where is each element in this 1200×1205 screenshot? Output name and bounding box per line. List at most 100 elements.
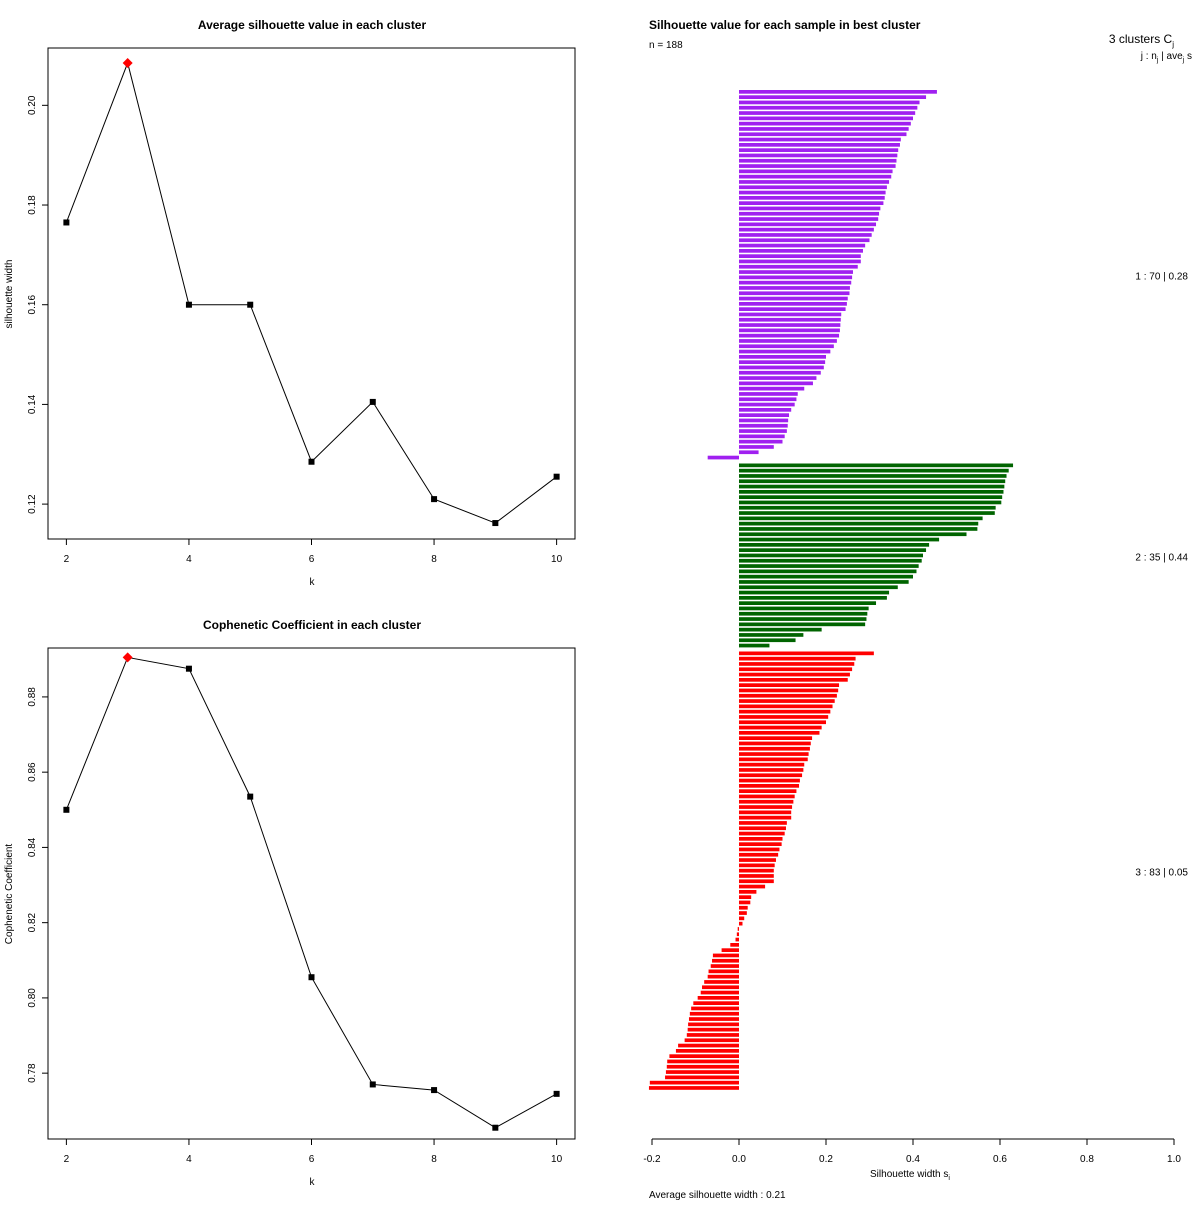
silhouette-bar — [739, 662, 855, 666]
silhouette-bar — [707, 455, 739, 460]
y-tick-label: 0.80 — [27, 988, 38, 1008]
silhouette-bar — [739, 495, 1003, 499]
x-axis-label: k — [310, 1177, 316, 1188]
silhouette-bar — [739, 693, 837, 698]
y-axis-label: Cophenetic Coefficient — [4, 844, 15, 945]
cophenetic-line-chart: Cophenetic Coefficient in each cluster 2… — [4, 618, 576, 1188]
silhouette-bar — [736, 932, 739, 937]
x-axis: 2 4 6 8 10 — [64, 1138, 563, 1165]
silhouette-bar — [691, 1006, 739, 1011]
silhouette-bar — [739, 622, 866, 627]
silhouette-bar — [739, 312, 842, 317]
silhouette-bar — [649, 1080, 739, 1085]
silhouette-bar — [739, 333, 840, 338]
silhouette-bar — [739, 479, 1006, 484]
silhouette-bar — [739, 601, 877, 605]
silhouette-bar — [739, 762, 805, 767]
silhouette-bar — [739, 715, 829, 719]
data-point — [431, 496, 438, 503]
silhouette-bar — [739, 580, 909, 584]
series-marks — [63, 57, 560, 527]
silhouette-bar — [739, 911, 747, 915]
silhouette-bar — [739, 627, 822, 632]
silhouette-bar — [739, 895, 752, 899]
silhouette-bar — [739, 900, 751, 905]
silhouette-bar — [739, 826, 786, 831]
y-tick-label: 0.86 — [27, 762, 38, 782]
silhouette-bar — [739, 339, 837, 343]
plot-frame — [47, 647, 576, 1140]
silhouette-bar — [739, 344, 834, 349]
silhouette-bar — [739, 296, 848, 301]
x-tick-label: 1.0 — [1167, 1154, 1181, 1165]
data-point — [553, 1090, 560, 1097]
silhouette-bar — [665, 1075, 739, 1080]
silhouette-bar — [739, 360, 826, 364]
silhouette-bar — [739, 484, 1005, 489]
y-tick-label: 0.82 — [27, 912, 38, 932]
silhouette-bar — [687, 1027, 739, 1032]
cluster-label: 1 : 70 | 0.28 — [1135, 272, 1188, 283]
silhouette-bar — [710, 964, 739, 968]
silhouette-bar — [739, 672, 850, 677]
silhouette-bar — [739, 741, 811, 746]
silhouette-bar — [739, 217, 879, 221]
silhouette-bar — [739, 376, 817, 380]
silhouette-bar — [739, 831, 785, 836]
x-axis-label-text: Silhouette width s — [870, 1169, 948, 1180]
cluster-header-text: 3 clusters C — [1109, 32, 1173, 46]
silhouette-bar — [739, 757, 808, 762]
silhouette-bar — [739, 511, 995, 515]
silhouette-bar — [739, 158, 897, 163]
data-point — [308, 974, 315, 981]
silhouette-bar — [739, 505, 996, 510]
data-point — [308, 458, 315, 465]
x-tick-label: -0.2 — [643, 1154, 661, 1165]
silhouette-bar — [686, 1033, 739, 1037]
silhouette-bar — [739, 527, 978, 531]
silhouette-bar — [739, 905, 748, 910]
cluster-label: 3 : 83 | 0.05 — [1135, 867, 1188, 878]
y-tick-label: 0.18 — [27, 195, 38, 215]
silhouette-bar — [739, 180, 890, 184]
silhouette-bar — [739, 243, 866, 248]
x-axis: 2 4 6 8 10 — [64, 538, 563, 565]
silhouette-bar — [739, 921, 743, 926]
x-tick-label: 10 — [551, 1154, 563, 1165]
series-line — [65, 656, 557, 1129]
x-tick-label: 0.6 — [993, 1154, 1007, 1165]
average-silhouette-width: Average silhouette width : 0.21 — [649, 1190, 786, 1200]
silhouette-bar — [739, 323, 841, 327]
silhouette-bar — [700, 990, 739, 995]
silhouette-bar — [739, 227, 874, 232]
silhouette-bars — [648, 90, 1014, 1090]
silhouette-bar — [739, 773, 803, 778]
silhouette-bar — [739, 553, 924, 558]
silhouette-bar — [737, 927, 739, 931]
silhouette-bar — [739, 423, 788, 428]
silhouette-bar — [739, 397, 797, 402]
silhouette-bar — [712, 953, 739, 958]
silhouette-bar — [678, 1043, 739, 1048]
silhouette-bar — [739, 789, 797, 793]
silhouette-bar — [739, 569, 917, 574]
silhouette-bar — [739, 270, 853, 274]
silhouette-bar — [739, 211, 880, 216]
silhouette-bar — [739, 249, 863, 253]
silhouette-bar — [735, 937, 739, 942]
silhouette-bar — [739, 606, 869, 611]
silhouette-bar — [739, 439, 783, 444]
silhouette-bar — [739, 291, 850, 296]
silhouette-bar — [739, 516, 983, 521]
data-point — [247, 793, 254, 800]
silhouette-bar — [739, 264, 858, 269]
x-tick-label: 0.0 — [732, 1154, 746, 1165]
silhouette-bar — [739, 381, 813, 386]
y-axis: 0.12 0.14 0.16 0.18 0.20 — [27, 95, 49, 514]
data-point — [431, 1087, 438, 1094]
silhouette-bar — [739, 174, 892, 179]
silhouette-bar — [739, 611, 868, 616]
silhouette-bar — [739, 821, 787, 825]
x-axis-label-subscript: i — [948, 1175, 950, 1182]
